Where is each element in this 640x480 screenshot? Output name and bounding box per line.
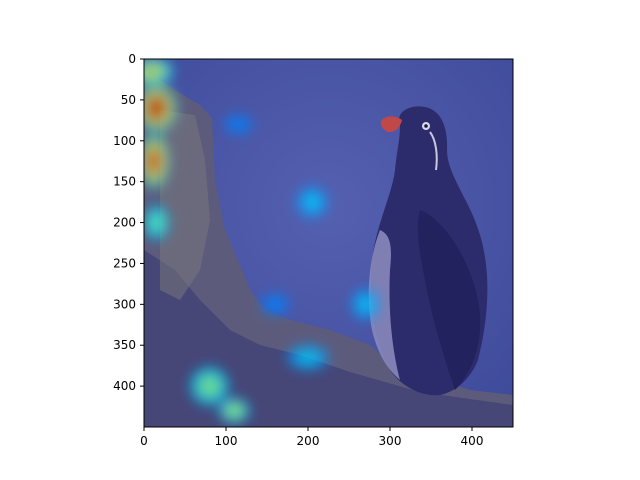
heat-hotspot (216, 395, 253, 426)
y-tick-label: 150 (113, 175, 136, 189)
x-tick-label: 400 (461, 434, 484, 448)
bird-pupil (424, 124, 428, 128)
heat-hotspot (294, 184, 331, 221)
heat-hotspot (144, 202, 172, 243)
heat-hotspot (144, 128, 172, 194)
y-tick-label: 400 (113, 379, 136, 393)
x-axis: 0 100 200 300 400 (140, 427, 483, 448)
bird-bill (380, 116, 402, 133)
y-tick-label: 100 (113, 134, 136, 148)
heat-hotspot (144, 79, 181, 137)
rock-shadow (144, 250, 513, 427)
x-tick-label: 100 (215, 434, 238, 448)
bird-chest (368, 230, 400, 380)
y-tick-label: 0 (128, 52, 136, 66)
bird-plume (429, 131, 438, 171)
x-tick-label: 200 (297, 434, 320, 448)
bird-wing (417, 210, 481, 390)
bird (368, 106, 488, 396)
plot-frame (143, 58, 514, 428)
heat-hotspot (349, 286, 382, 323)
y-tick-label: 350 (113, 338, 136, 352)
heat-hotspot (283, 342, 333, 373)
heat-hotspot (221, 112, 255, 136)
heat-hotspot (186, 363, 233, 410)
x-tick-label: 300 (379, 434, 402, 448)
y-tick-label: 50 (121, 93, 136, 107)
y-tick-label: 200 (113, 216, 136, 230)
y-axis: 0 50 100 150 200 250 300 350 400 (113, 52, 144, 393)
y-tick-label: 250 (113, 256, 136, 270)
heat-hotspot (258, 292, 292, 317)
y-tick-label: 300 (113, 297, 136, 311)
heat-overlay (144, 59, 382, 426)
x-tick-label: 0 (140, 434, 148, 448)
rock-highlight (160, 110, 210, 300)
plot-area (144, 59, 513, 427)
